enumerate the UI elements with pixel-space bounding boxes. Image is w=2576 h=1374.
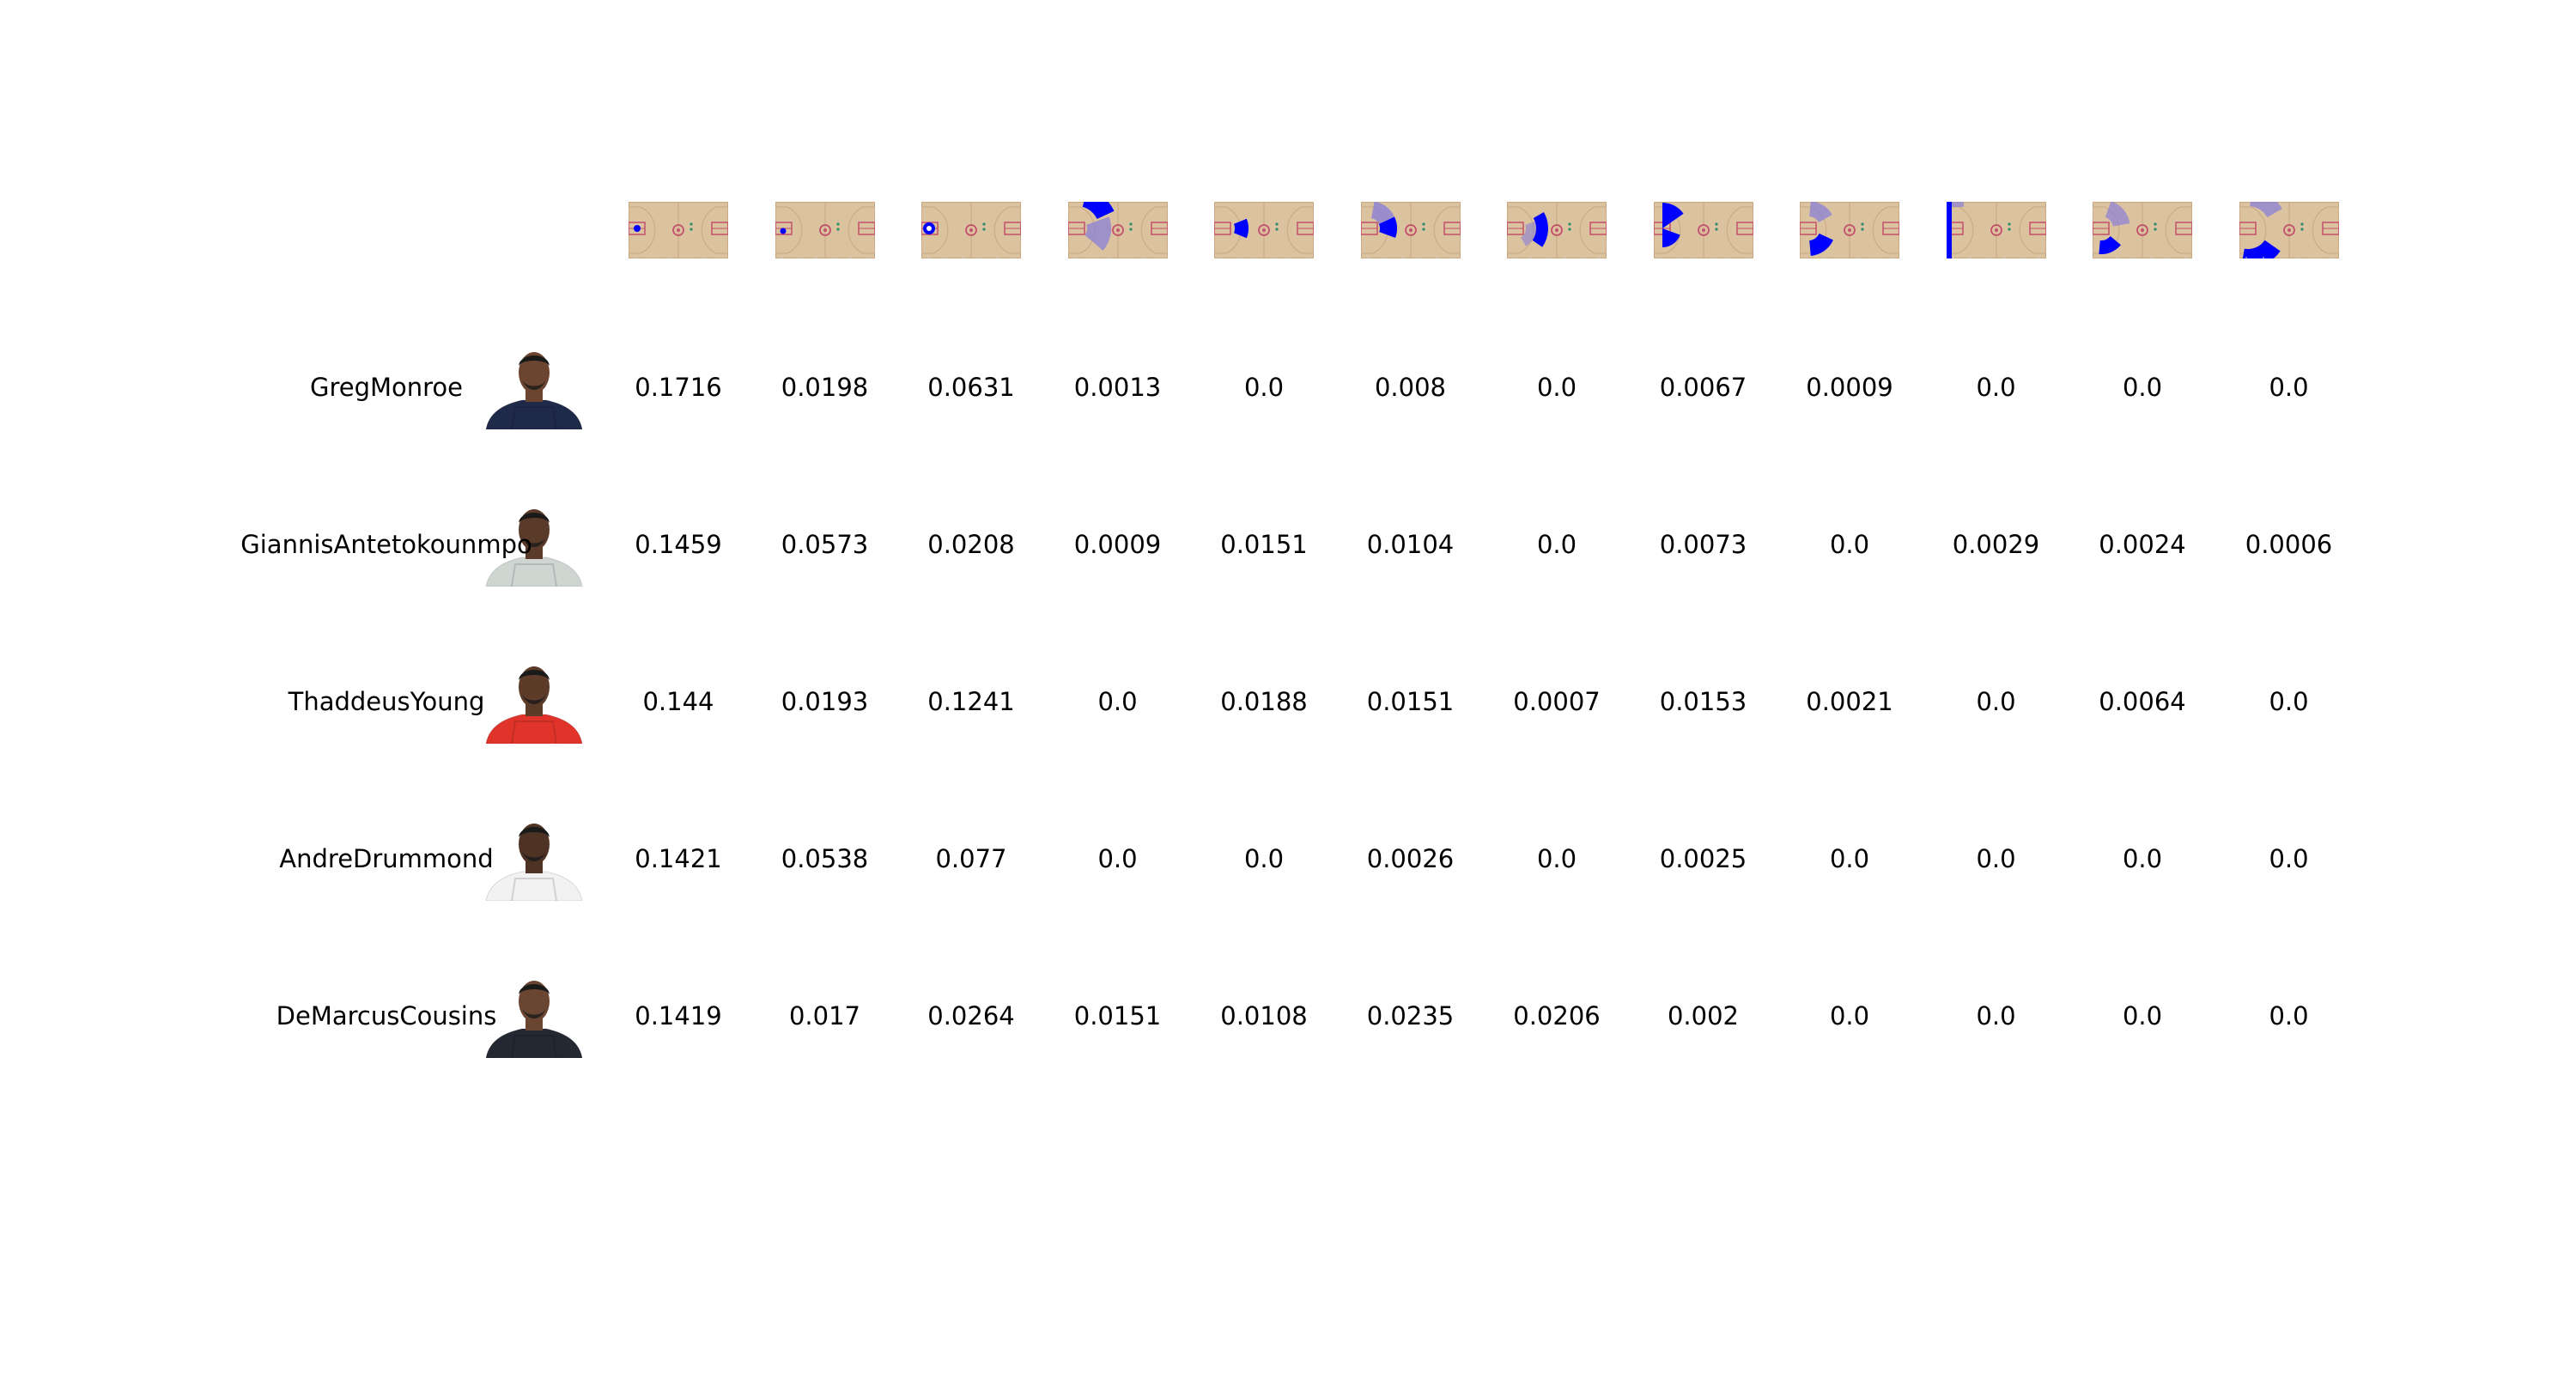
player-headshot-icon [477,345,591,429]
value-cell: 0.0151 [1366,687,1455,716]
value-cell: 0.0151 [1220,530,1308,559]
value-cell: 0.1459 [635,530,722,559]
value-cell: 0.002 [1667,1001,1740,1030]
court-zone-top-key-mid-icon [1507,202,1607,258]
value-cell: 0.0009 [1073,530,1162,559]
value-cell: 0.0108 [1220,1001,1308,1030]
value-cell: 0.0009 [1806,373,1893,402]
value-cell: 0.0067 [1659,373,1747,402]
player-headshot-icon [477,660,591,744]
value-cell: 0.0 [2269,1001,2309,1030]
value-cell: 0.0 [1097,687,1138,716]
value-cell: 0.0 [1097,844,1138,873]
player-name: DeMarcusCousins [276,1001,497,1030]
value-cell: 0.0 [2122,373,2163,402]
value-cell: 0.077 [935,844,1007,873]
court-zone-corner-three-wide-icon [1067,202,1168,258]
value-cell: 0.008 [1374,373,1447,402]
value-cell: 0.1241 [927,687,1015,716]
court-zone-right-wing-mid-icon [2093,202,2192,258]
value-cell: 0.0631 [927,373,1015,402]
value-cell: 0.0104 [1366,530,1455,559]
value-cell: 0.0 [2269,844,2309,873]
player-name: AndreDrummond [279,844,494,873]
value-cell: 0.0573 [781,530,869,559]
court-zone-restricted-area-icon [629,202,728,258]
value-cell: 0.0198 [781,373,869,402]
player-headshot-icon [477,502,591,587]
value-cell: 0.0538 [781,844,869,873]
value-cell: 0.0029 [1952,530,2040,559]
player-headshot-icon [477,974,591,1058]
value-cell: 0.0 [1829,844,1870,873]
value-cell: 0.1421 [635,844,722,873]
player-headshot-icon [477,817,591,901]
value-cell: 0.0206 [1513,1001,1601,1030]
value-cell: 0.0 [1829,1001,1870,1030]
value-cell: 0.0073 [1659,530,1747,559]
value-cell: 0.0 [1976,373,2016,402]
court-zone-left-corner-three-icon [1946,202,2046,258]
value-cell: 0.0 [1976,687,2016,716]
value-cell: 0.0 [1536,844,1577,873]
value-cell: 0.0 [1243,844,1285,873]
value-cell: 0.0 [1976,844,2016,873]
value-cell: 0.0 [1536,373,1577,402]
court-zone-paint-icon [921,202,1021,258]
value-cell: 0.0 [2122,844,2163,873]
value-cell: 0.144 [642,687,714,716]
value-cell: 0.0153 [1659,687,1747,716]
value-cell: 0.0 [1536,530,1577,559]
value-cell: 0.0235 [1366,1001,1455,1030]
player-name: ThaddeusYoung [288,687,485,716]
value-cell: 0.0024 [2099,530,2186,559]
court-zone-low-post-left-icon [775,202,875,258]
player-name: GregMonroe [309,373,464,402]
value-cell: 0.0193 [781,687,869,716]
value-cell: 0.0 [2269,373,2309,402]
player-name: GiannisAntetokounmpo [240,530,532,559]
value-cell: 0.0021 [1806,687,1893,716]
value-cell: 0.017 [788,1001,861,1030]
value-cell: 0.0025 [1659,844,1747,873]
court-zone-free-throw-line-icon [1214,202,1314,258]
value-cell: 0.0013 [1073,373,1162,402]
court-zone-elbow-split-icon [1800,202,1899,258]
value-cell: 0.1419 [635,1001,722,1030]
value-cell: 0.0 [1243,373,1285,402]
value-cell: 0.0264 [927,1001,1015,1030]
value-cell: 0.0026 [1366,844,1455,873]
value-cell: 0.1716 [635,373,722,402]
court-zone-left-wing-mid-icon [1360,202,1461,258]
value-cell: 0.0064 [2099,687,2186,716]
value-cell: 0.0006 [2245,530,2333,559]
court-zone-left-baseline-mid-icon [1653,202,1753,258]
value-cell: 0.0 [1976,1001,2016,1030]
value-cell: 0.0 [2269,687,2309,716]
value-cell: 0.0151 [1073,1001,1162,1030]
court-zone-above-break-three-icon [2239,202,2339,258]
value-cell: 0.0 [2122,1001,2163,1030]
value-cell: 0.0188 [1220,687,1308,716]
value-cell: 0.0208 [927,530,1015,559]
value-cell: 0.0 [1829,530,1870,559]
value-cell: 0.0007 [1513,687,1601,716]
